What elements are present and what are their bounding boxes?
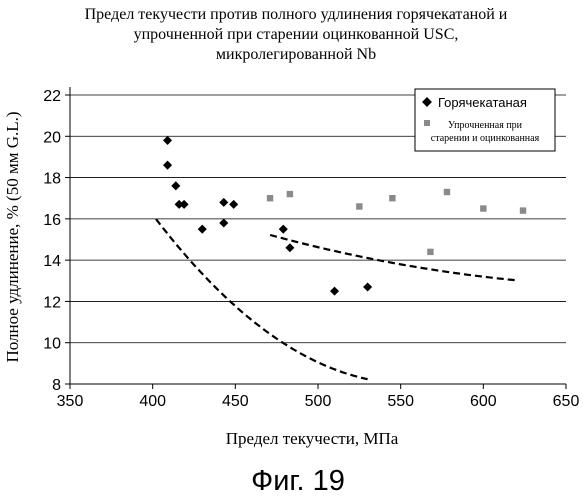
x-tick-label-600: 600 xyxy=(470,393,497,410)
title-line-3: микролегированной Nb xyxy=(216,46,376,63)
figure-caption: Фиг. 19 xyxy=(251,465,345,497)
y-tick-label-18: 18 xyxy=(43,171,61,188)
y-tick-label-10: 10 xyxy=(43,336,61,353)
point-series-1-13 xyxy=(363,282,372,291)
x-tick-label-450: 450 xyxy=(222,393,249,410)
x-tick-label-550: 550 xyxy=(387,393,414,410)
point-series-1-5 xyxy=(180,200,189,209)
point-series-1-12 xyxy=(330,287,339,296)
x-tick-label-650: 650 xyxy=(553,393,580,410)
y-tick-label-12: 12 xyxy=(43,294,61,311)
trend-lines xyxy=(156,219,516,379)
y-axis-label: Полное удлинение, % (50 мм G.L.) xyxy=(3,111,22,362)
y-tick-label-14: 14 xyxy=(43,253,61,270)
point-series-2-8 xyxy=(520,207,526,213)
point-series-2-4 xyxy=(389,195,395,201)
legend-label-aged-galvanized-line-1: Упрочненная при xyxy=(448,120,523,131)
legend-label-aged-galvanized-line-2: старении и оцинкованная xyxy=(431,133,540,144)
point-series-2-5 xyxy=(427,249,433,255)
point-series-1-2 xyxy=(163,161,172,170)
point-series-1-1 xyxy=(163,136,172,145)
y-tick-label-16: 16 xyxy=(43,212,61,229)
legend-label-hot-rolled: Горячекатаная xyxy=(438,95,527,110)
point-series-2-3 xyxy=(356,203,362,209)
chart-title: Предел текучести против полного удлинени… xyxy=(85,6,508,63)
y-tick-label-8: 8 xyxy=(52,377,61,394)
x-axis-label: Предел текучести, МПа xyxy=(226,429,399,448)
point-series-2-1 xyxy=(267,195,273,201)
title-line-1: Предел текучести против полного удлинени… xyxy=(85,6,508,23)
title-line-2: упрочненной при старении оцинкованной US… xyxy=(134,26,459,43)
legend: Горячекатаная Упрочненная при старении и… xyxy=(415,89,555,151)
legend-marker-aged-galvanized xyxy=(424,120,430,126)
point-series-1-6 xyxy=(198,225,207,234)
point-series-1-10 xyxy=(279,225,288,234)
point-series-1-11 xyxy=(285,243,294,252)
point-series-2-6 xyxy=(444,189,450,195)
point-series-1-3 xyxy=(171,181,180,190)
x-tick-label-500: 500 xyxy=(305,393,332,410)
data-points xyxy=(163,136,526,296)
trendline-series-1 xyxy=(156,219,368,379)
point-series-1-8 xyxy=(219,218,228,227)
point-series-1-9 xyxy=(229,200,238,209)
x-tick-label-350: 350 xyxy=(57,393,84,410)
y-tick-label-22: 22 xyxy=(43,88,61,105)
y-tick-label-20: 20 xyxy=(43,129,61,146)
point-series-2-7 xyxy=(480,205,486,211)
x-tick-label-400: 400 xyxy=(139,393,166,410)
point-series-2-2 xyxy=(287,191,293,197)
trendline-series-2 xyxy=(270,235,516,280)
point-series-1-7 xyxy=(219,198,228,207)
